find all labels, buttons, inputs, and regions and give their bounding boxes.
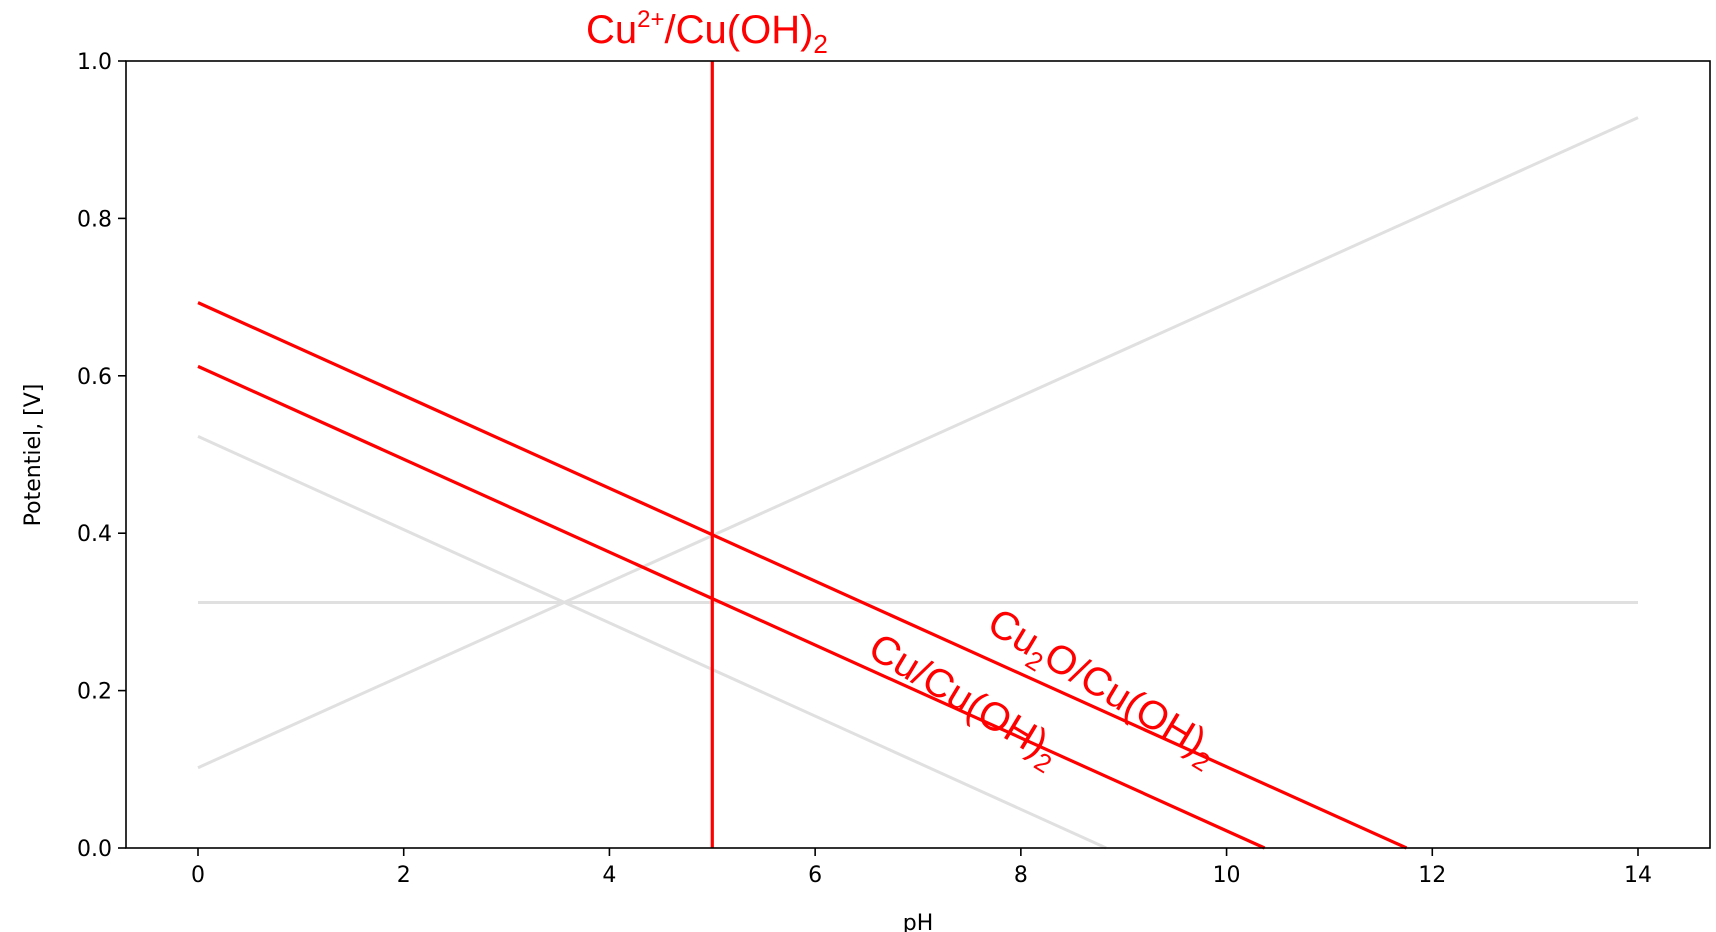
y-tick-label: 0.0 (77, 837, 112, 862)
y-axis-ticks: 0.0 0.2 0.4 0.6 0.8 1.0 (77, 50, 126, 862)
x-tick-label: 8 (1014, 863, 1028, 888)
x-axis-label: pH (903, 911, 934, 932)
y-tick-label: 0.8 (77, 207, 112, 232)
x-axis-ticks: 0 2 4 6 8 10 12 14 (191, 848, 1652, 888)
x-tick-label: 6 (808, 863, 822, 888)
background-series-line-0 (197, 435, 1107, 850)
x-tick-label: 10 (1213, 863, 1241, 888)
x-tick-label: 0 (191, 863, 205, 888)
x-tick-label: 2 (397, 863, 411, 888)
x-tick-label: 4 (602, 863, 616, 888)
plot-frame (125, 60, 1711, 849)
series-layer (197, 61, 1639, 850)
x-tick-label: 14 (1624, 863, 1652, 888)
x-tick-label: 12 (1418, 863, 1446, 888)
highlight-series-line-3 (197, 301, 1408, 850)
highlight-series-line-4 (197, 364, 1266, 850)
y-axis-label: Potentiel, [V] (21, 384, 46, 527)
y-tick-label: 0.2 (77, 680, 112, 705)
annotation-cu2plus-cuoh2: Cu2+/Cu(OH)2 (586, 6, 828, 59)
y-tick-label: 0.6 (77, 365, 112, 390)
background-series-line-1 (197, 116, 1639, 770)
y-tick-label: 0.4 (77, 522, 112, 547)
y-tick-label: 1.0 (77, 50, 112, 75)
